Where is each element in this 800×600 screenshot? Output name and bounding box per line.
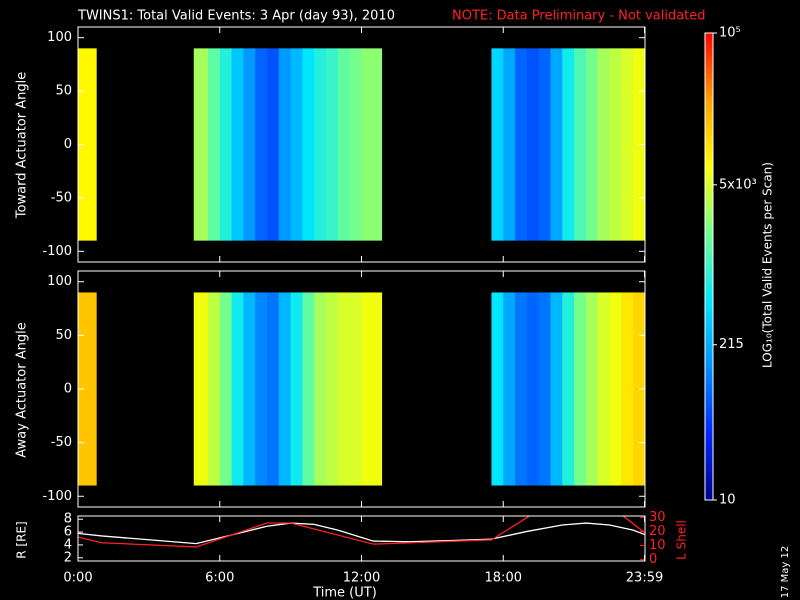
heat-cell [550,48,563,241]
heat-cell [574,48,587,241]
heat-cell [526,48,540,241]
heat-cell [621,48,634,241]
y-axis-label: Toward Actuator Angle [15,72,30,219]
heat-cell [574,292,587,486]
heat-cell [267,48,280,241]
heat-cell [491,48,504,241]
heat-cell [193,48,209,241]
heat-cell [314,292,327,486]
y-tick-label: -100 [42,489,72,504]
y2-axis-label: L Shell [675,520,689,560]
heat-cell [231,292,244,486]
y-axis-label: Away Actuator Angle [15,322,30,457]
y-tick-label: 2 [64,550,72,565]
heat-cell [503,48,516,241]
heat-cell [243,292,256,486]
y-tick-label: 0 [64,382,72,397]
heat-cell [326,292,339,486]
heat-cell [526,292,540,486]
y2-tick-label: 10 [649,538,666,553]
orbit-line [78,522,645,545]
heat-cell [314,48,327,241]
heat-cell [609,48,622,241]
heat-cell [326,48,339,241]
heat-cell [361,48,383,241]
heat-cell [278,48,292,241]
y-tick-label: 100 [47,30,72,45]
y-tick-label: 6 [64,525,72,540]
heat-cell [243,48,256,241]
y-tick-label: 0 [64,137,72,152]
colorbar-tick-label: 215 [719,337,744,352]
heat-cell [337,292,351,486]
heat-cell [361,292,383,486]
x-tick-label: 12:00 [343,571,380,586]
heat-cell [193,292,209,486]
x-tick-label: 0:00 [63,571,92,586]
heat-cell [621,292,634,486]
y-tick-label: 50 [55,84,72,99]
heat-cell [585,48,599,241]
heat-cell [290,292,303,486]
heat-cell [515,48,528,241]
heat-cell [302,48,315,241]
heat-cell [337,48,351,241]
heat-cell [219,292,233,486]
heat-cell [491,292,504,486]
heat-cell [562,292,575,486]
y-axis-label: R [RE] [15,521,29,558]
heat-cell [278,292,292,486]
x-tick-label: 18:00 [485,571,522,586]
y2-tick-label: 20 [649,524,666,539]
y-tick-label: 8 [64,512,72,527]
y-tick-label: -50 [51,435,72,450]
colorbar-tick-label: 10 [719,493,736,508]
colorbar-tick-label: 10⁵ [719,26,741,41]
heat-cell [597,48,611,241]
chart-title: TWINS1: Total Valid Events: 3 Apr (day 9… [77,9,395,24]
date-stamp: 17 May 12 [780,546,791,598]
heat-cell [219,48,233,241]
orbit-lines [78,516,645,548]
heat-cell [515,292,528,486]
x-tick-label: 23:59 [626,571,663,586]
colorbar-label: LOG₁₀(Total Valid Events per Scan) [761,162,775,368]
heat-cell [538,292,551,486]
y2-tick-label: 30 [649,510,666,525]
x-axis-label: Time (UT) [312,586,377,600]
heat-cell [538,48,551,241]
heat-cell [78,292,97,486]
heat-cell [562,48,575,241]
heat-cell [78,48,97,241]
y-tick-label: 4 [64,537,72,552]
y-tick-label: -100 [42,244,72,259]
orbit-line [78,516,645,548]
panel-frame [77,515,646,562]
heat-cell [349,292,362,486]
colorbar [704,32,714,501]
note: NOTE: Data Preliminary - Not validated [452,9,706,24]
heat-cell [597,292,611,486]
heat-cell [207,48,221,241]
heat-cell [267,292,280,486]
heat-cell [231,48,244,241]
heat-cell [609,292,622,486]
y-tick-label: 50 [55,328,72,343]
x-tick-label: 6:00 [205,571,234,586]
heat-cell [255,48,268,241]
heat-cell [585,292,599,486]
heat-cell [290,48,303,241]
heat-cell [255,292,268,486]
heat-cell [207,292,221,486]
heat-cell [302,292,315,486]
heat-cell [503,292,516,486]
y-tick-label: -50 [51,190,72,205]
y-tick-label: 100 [47,274,72,289]
heat-cell [349,48,362,241]
y2-tick-label: 0 [649,552,657,567]
colorbar-tick-label: 5x10³ [719,177,757,192]
heat-cell [550,292,563,486]
